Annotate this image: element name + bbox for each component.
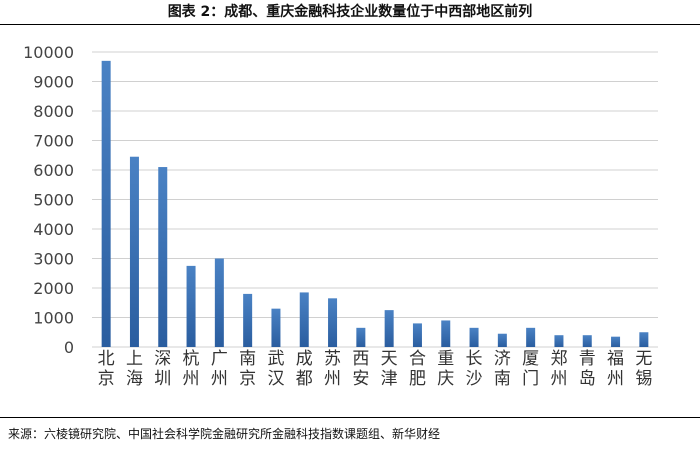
x-tick-label: 肥 [409,369,426,389]
x-tick-label: 郑 [550,349,567,369]
x-tick-label: 津 [381,369,398,389]
bar-天津 [384,310,394,347]
x-tick-label: 深 [154,349,171,369]
x-tick-label: 门 [522,369,539,389]
x-tick-label: 安 [352,369,369,389]
x-tick-label: 广 [211,349,228,369]
x-tick-label: 庆 [437,369,454,389]
bar-北京 [101,60,111,347]
x-tick-label: 汉 [267,369,284,389]
x-tick-label: 厦 [522,349,539,369]
x-tick-label: 西 [352,349,369,369]
chart-title: 图表 2：成都、重庆金融科技企业数量位于中西部地区前列 [167,4,533,20]
x-tick-label: 沙 [466,369,483,389]
bar-杭州 [186,265,196,347]
x-tick-label: 京 [98,369,115,389]
y-tick-label: 5000 [33,191,74,210]
bars [101,60,649,347]
bar-重庆 [441,320,451,347]
x-tick-label: 福 [607,349,624,369]
x-tick-label: 州 [550,369,567,389]
bar-无锡 [639,332,649,347]
x-tick-label: 圳 [154,369,171,389]
x-tick-label: 青 [579,349,596,369]
bar-西安 [356,327,366,347]
y-tick-label: 6000 [33,161,74,180]
bar-南京 [243,293,253,347]
source-note: 来源：六棱镜研究院、中国社会科学院金融研究所金融科技指数课题组、新华财经 [8,427,441,441]
x-tick-label: 南 [494,369,511,389]
y-tick-label: 3000 [33,250,74,269]
bar-厦门 [526,327,536,347]
bar-合肥 [412,323,422,347]
source-rule [0,417,700,418]
bar-苏州 [328,298,338,347]
y-tick-label: 0 [64,338,74,357]
bar-郑州 [554,335,564,347]
y-tick-label: 4000 [33,220,74,239]
title-rule [0,24,700,25]
x-tick-label: 州 [324,369,341,389]
x-tick-label: 合 [409,349,426,369]
bar-青岛 [582,335,592,347]
bar-深圳 [158,167,168,347]
x-tick-label: 都 [296,369,313,389]
x-tick-label: 苏 [324,349,341,369]
bar-成都 [299,292,309,347]
x-tick-label: 杭 [183,349,200,369]
x-tick-label: 北 [98,349,115,369]
y-tick-label: 9000 [33,73,74,92]
y-tick-label: 8000 [33,102,74,121]
x-tick-label: 上 [126,349,143,369]
y-axis-ticks: 0 1000 2000 3000 4000 5000 6000 7000 8000 9000 100… [23,43,74,357]
x-tick-label: 岛 [579,369,596,389]
x-tick-label: 南 [239,349,256,369]
x-tick-label: 州 [211,369,228,389]
x-tick-label: 长 [466,349,483,369]
gridlines [92,51,658,348]
y-tick-label: 7000 [33,132,74,151]
bar-武汉 [271,308,281,347]
y-tick-label: 2000 [33,279,74,298]
x-tick-label: 天 [381,349,398,369]
bar-济南 [497,333,507,347]
x-tick-label: 海 [126,369,143,389]
bar-chart: 0 1000 2000 3000 4000 5000 6000 7000 8000 9000 100… [23,43,658,389]
x-tick-label: 京 [239,369,256,389]
x-tick-label: 济 [494,349,511,369]
bar-上海 [129,156,139,347]
y-tick-label: 10000 [23,43,74,62]
x-tick-label: 州 [183,369,200,389]
bar-长沙 [469,327,479,347]
x-tick-label: 无 [635,349,652,369]
y-tick-label: 1000 [33,309,74,328]
x-tick-label: 锡 [635,369,652,389]
x-tick-label: 武 [267,349,284,369]
bar-福州 [611,336,621,347]
x-tick-label: 重 [437,349,454,369]
x-tick-label: 成 [296,349,313,369]
x-tick-label: 州 [607,369,624,389]
bar-广州 [214,258,224,347]
